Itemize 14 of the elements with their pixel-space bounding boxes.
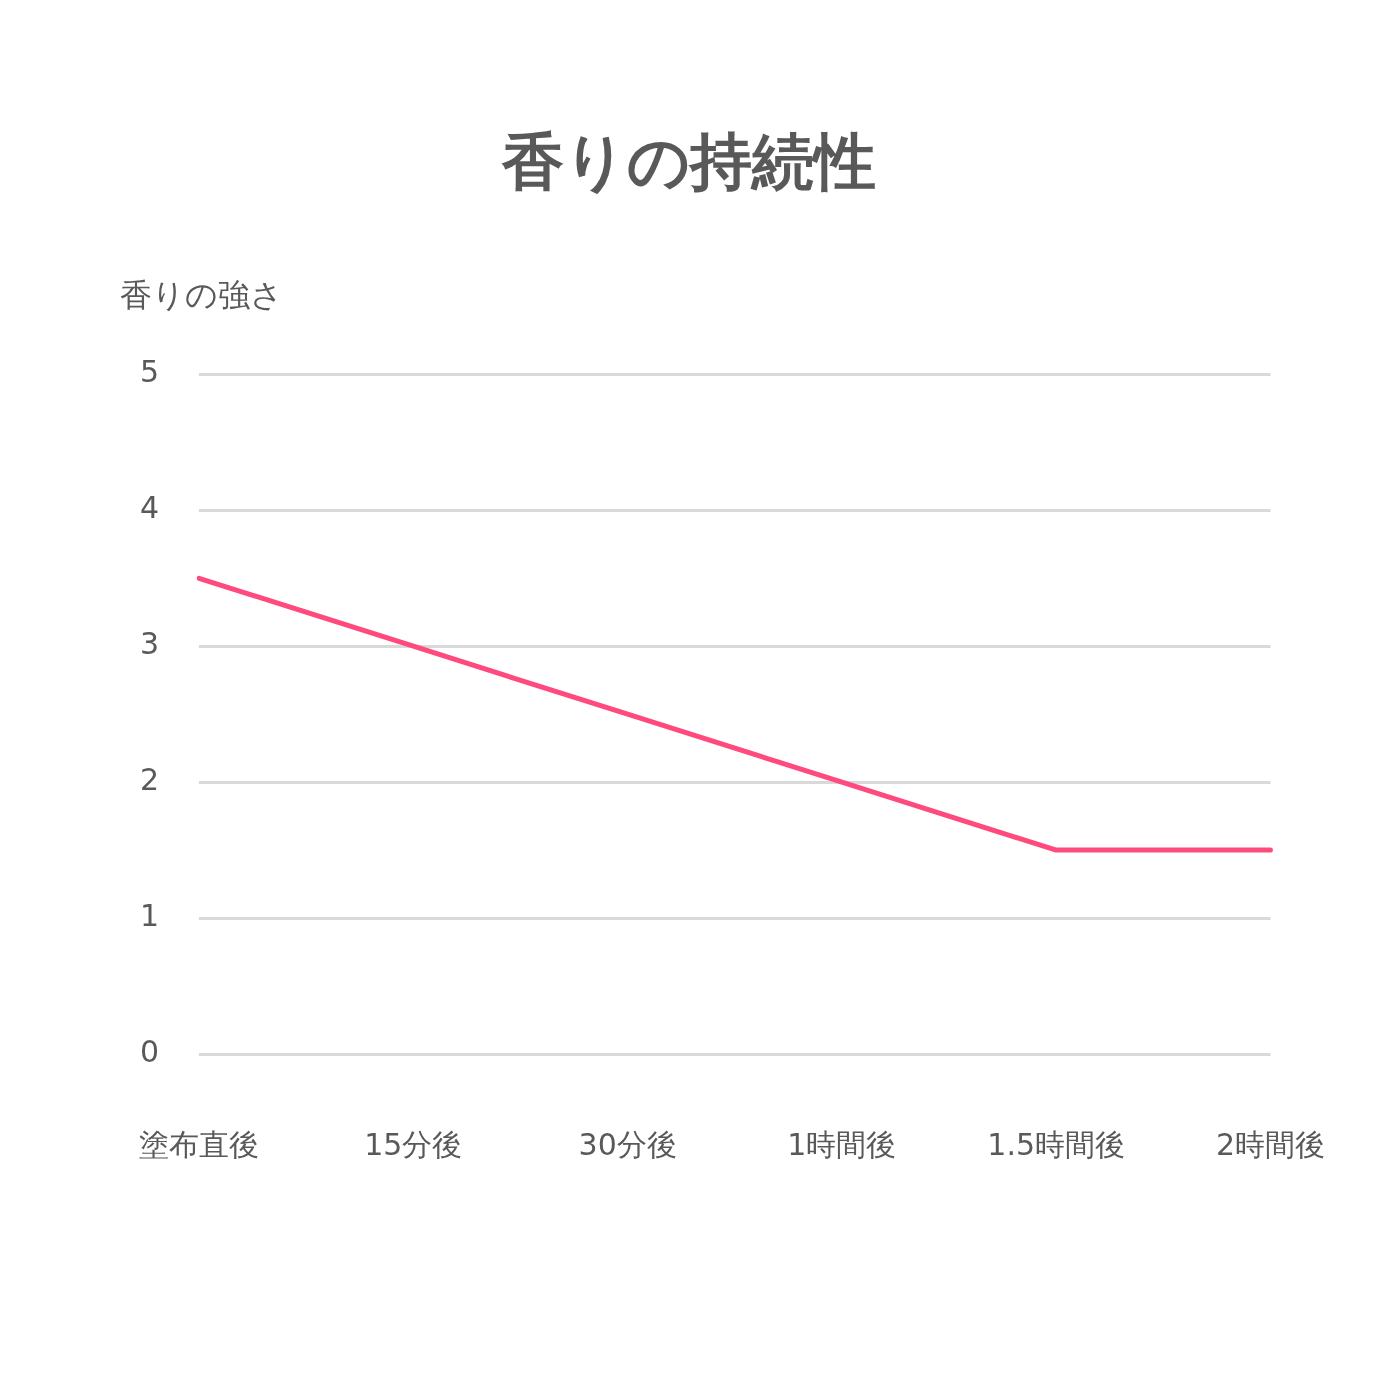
x-tick-label: 1.5時間後	[987, 1126, 1126, 1162]
y-tick-label: 5	[139, 354, 160, 390]
y-axis-title: 香りの強さ	[120, 276, 283, 315]
x-tick-label: 2時間後	[1215, 1126, 1325, 1162]
x-tick-label: 塗布直後	[139, 1126, 260, 1162]
x-tick-label: 1時間後	[787, 1126, 897, 1162]
x-tick-label: 30分後	[578, 1126, 677, 1162]
y-tick-label: 1	[139, 897, 160, 933]
x-tick-label: 15分後	[364, 1126, 463, 1162]
y-tick-label: 2	[139, 761, 160, 797]
y-tick-label: 3	[139, 626, 160, 662]
y-tick-label: 0	[139, 1033, 160, 1069]
chart-title: 香りの持続性	[501, 125, 876, 199]
y-tick-label: 4	[139, 490, 160, 526]
